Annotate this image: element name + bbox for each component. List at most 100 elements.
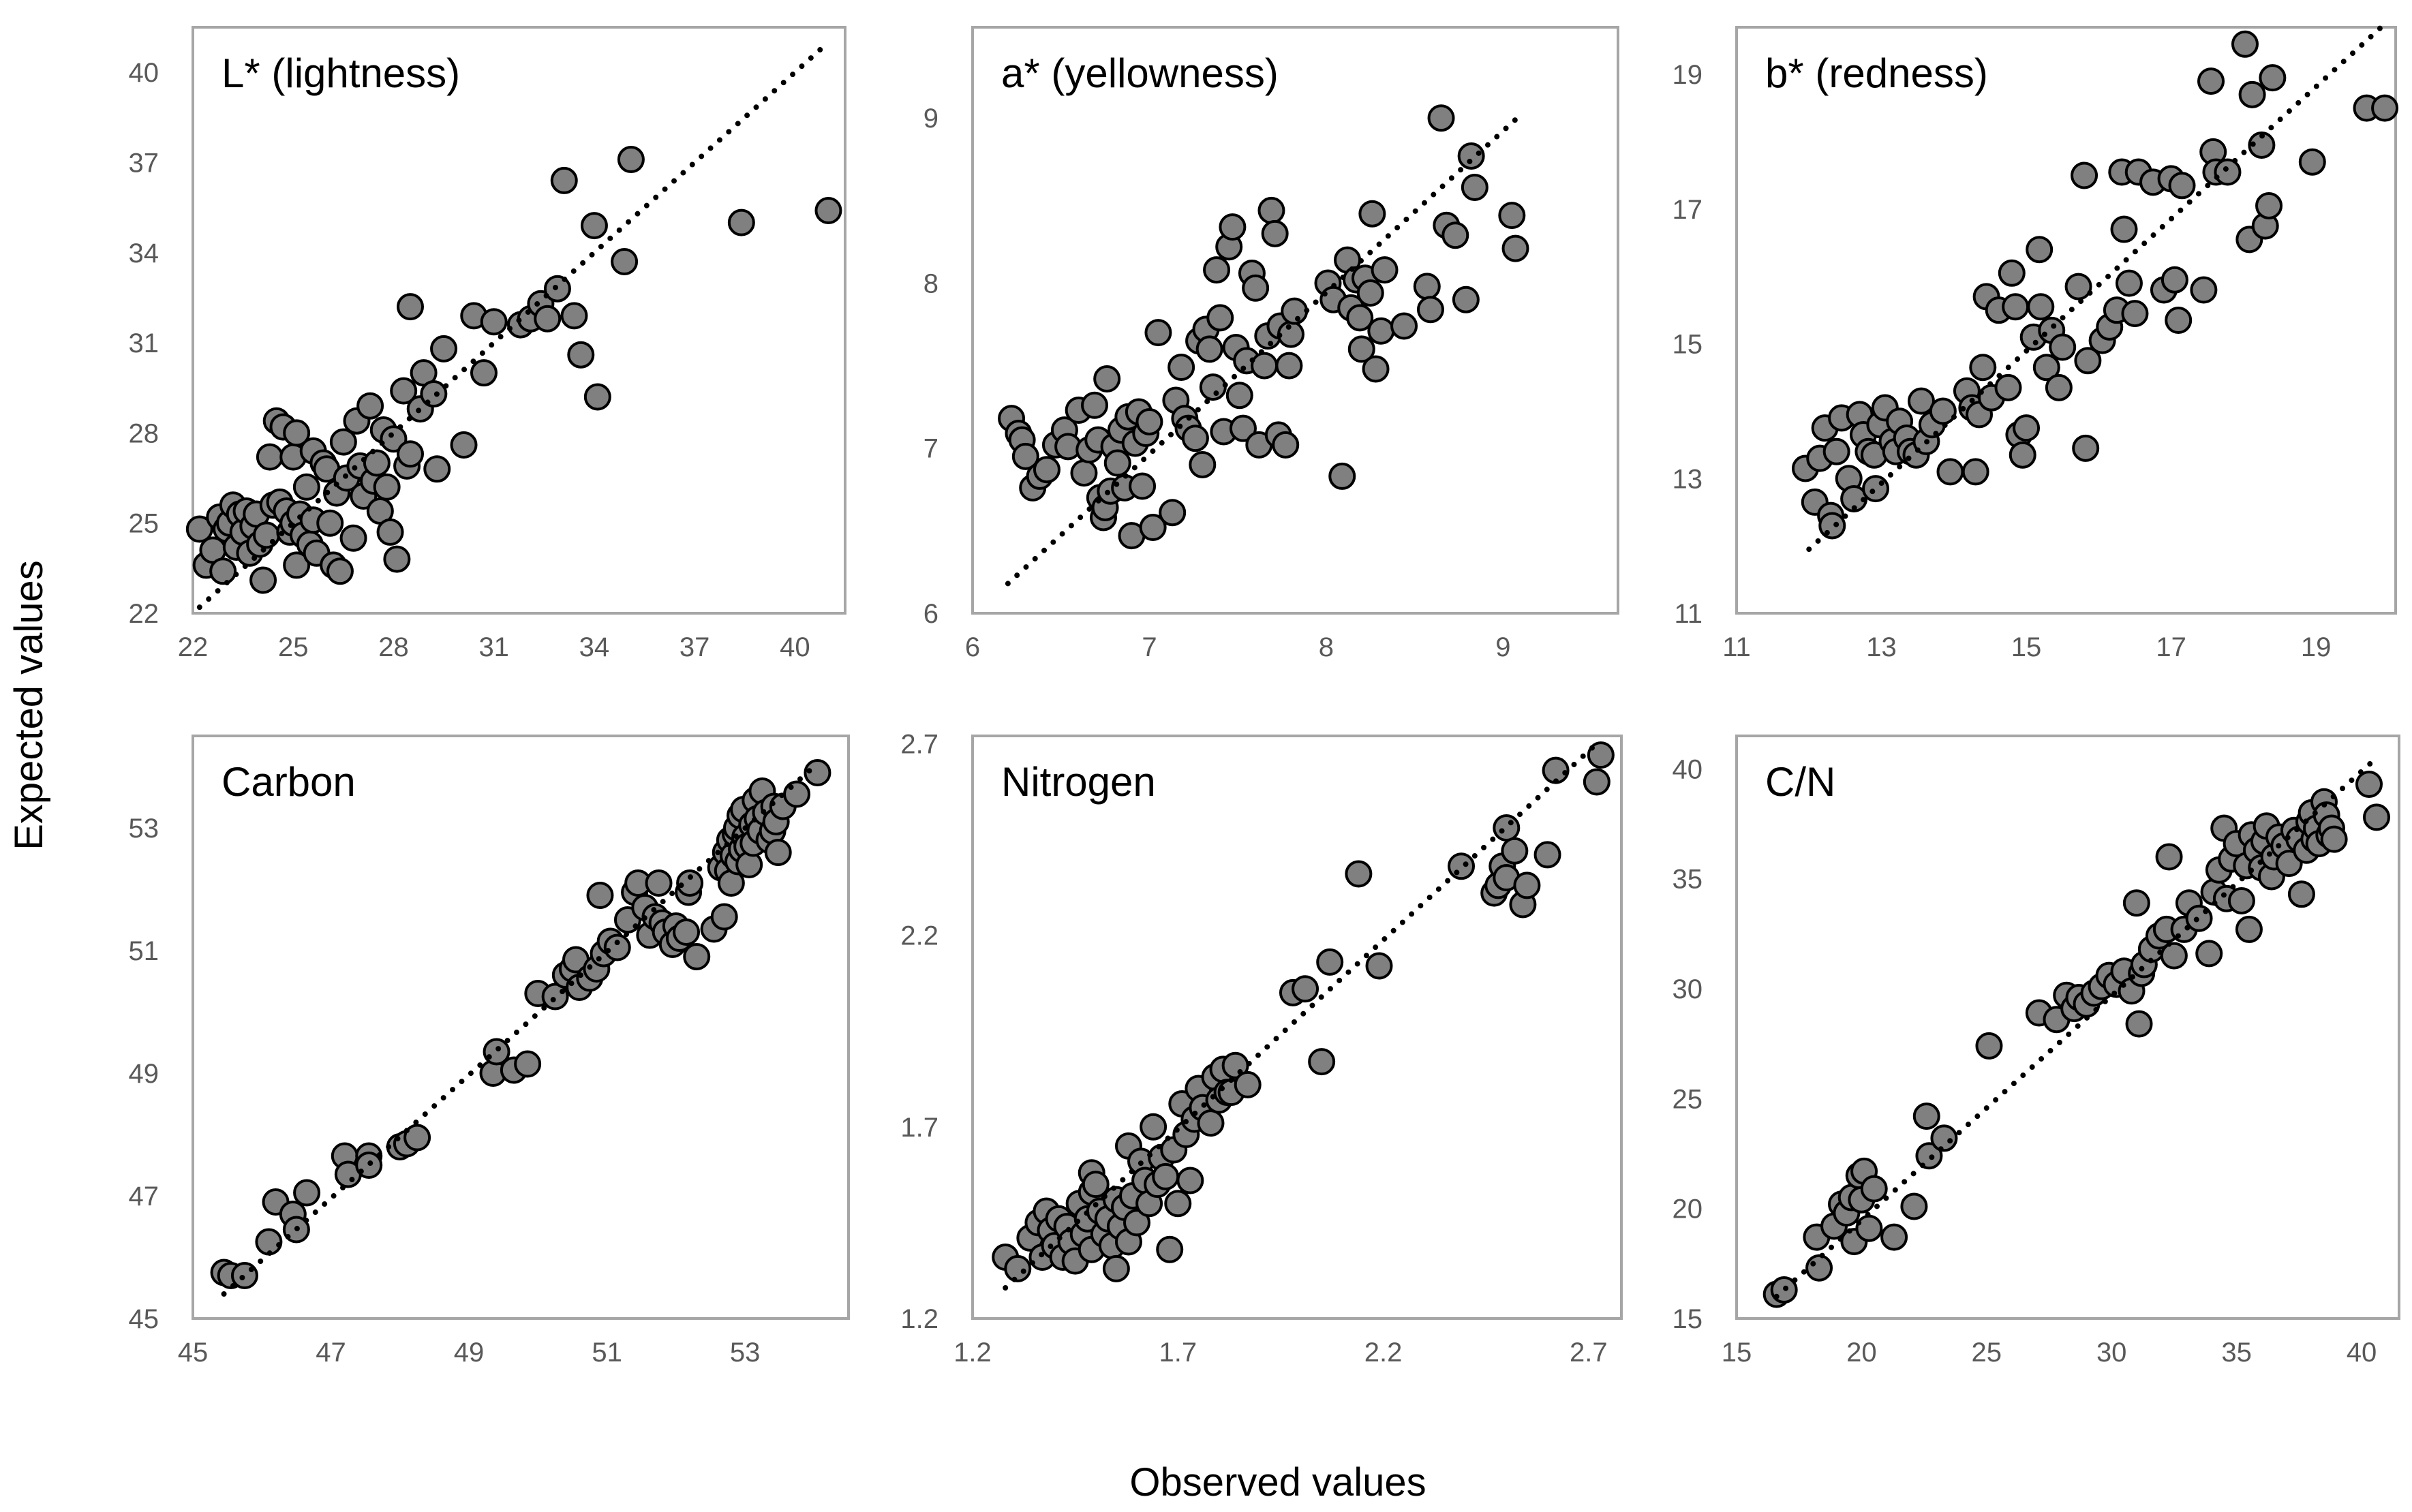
trendline (1773, 755, 2379, 1299)
data-point (2371, 94, 2399, 122)
panel-title: C/N (1765, 759, 1835, 805)
x-tick-label: 6 (965, 632, 980, 662)
y-axis-title: Expected values (7, 560, 51, 850)
y-tick-label: 49 (129, 1059, 159, 1089)
data-point (2155, 843, 2183, 871)
data-point (1261, 219, 1289, 247)
data-point (2013, 414, 2041, 442)
data-point (1912, 1102, 1940, 1130)
data-point (1189, 450, 1217, 478)
data-point (1219, 213, 1247, 241)
x-tick-label: 40 (2347, 1338, 2377, 1368)
data-point (1498, 202, 1526, 230)
data-point (1367, 317, 1395, 345)
data-point (1860, 1175, 1888, 1203)
data-point (1907, 387, 1935, 415)
data-point (1840, 484, 1868, 512)
data-point (1448, 852, 1476, 880)
data-point (1513, 871, 1541, 899)
data-point (2227, 886, 2255, 914)
y-tick-label: 2.7 (900, 729, 938, 759)
data-point (2049, 333, 2077, 361)
y-tick-label: 20 (1673, 1194, 1703, 1224)
y-tick-label: 30 (1673, 974, 1703, 1004)
x-tick-label: 2.7 (1570, 1338, 1608, 1368)
data-point (1345, 860, 1373, 888)
x-tick-label: 13 (1866, 632, 1897, 662)
x-tick-label: 37 (680, 632, 710, 662)
data-point (1493, 814, 1521, 842)
x-tick-label: 35 (2221, 1338, 2252, 1368)
data-point (2032, 354, 2060, 382)
data-point (1358, 200, 1386, 228)
data-point (1365, 952, 1393, 980)
data-point (430, 335, 458, 362)
data-point (1103, 449, 1131, 477)
data-point (2121, 300, 2149, 328)
data-point (603, 934, 631, 961)
data-point (1390, 312, 1418, 340)
y-tick-label: 15 (1673, 330, 1703, 360)
data-point (1416, 296, 1444, 324)
data-point (2231, 30, 2259, 58)
data-point (1033, 456, 1060, 484)
trendline (1005, 115, 1521, 587)
x-tick-label: 31 (478, 632, 509, 662)
x-tick-label: 15 (2011, 632, 2042, 662)
data-point (1461, 173, 1489, 201)
y-tick-label: 17 (1673, 195, 1703, 225)
data-point (1181, 425, 1209, 452)
data-point (2248, 131, 2276, 159)
x-tick-label: 30 (2096, 1338, 2127, 1368)
data-point (1093, 365, 1121, 392)
data-point (283, 419, 311, 447)
data-point (1135, 407, 1163, 435)
x-tick-label: 34 (579, 632, 610, 662)
data-point (1129, 472, 1157, 500)
data-point (2287, 880, 2315, 908)
data-point (230, 1262, 258, 1289)
data-point (676, 869, 704, 897)
data-point (390, 377, 418, 405)
data-point (2074, 347, 2102, 375)
data-point (1533, 841, 1561, 869)
x-tick-label: 2.2 (1364, 1338, 1403, 1368)
data-point (1427, 104, 1455, 132)
data-point (1203, 256, 1231, 284)
data-point (2072, 434, 2100, 462)
y-tick-label: 8 (923, 268, 938, 298)
data-point (470, 359, 498, 387)
data-point (383, 545, 411, 573)
data-point (293, 1179, 321, 1207)
data-point (727, 209, 755, 236)
y-tick-label: 51 (129, 936, 159, 966)
data-point (1197, 1109, 1225, 1137)
x-tick-label: 47 (316, 1338, 346, 1368)
data-point (209, 557, 237, 585)
data-point (1206, 304, 1234, 332)
y-tick-label: 19 (1673, 60, 1703, 90)
data-point (1501, 837, 1529, 865)
data-point (2161, 266, 2188, 294)
x-tick-label: 45 (178, 1338, 209, 1368)
x-tick-label: 19 (2301, 632, 2332, 662)
data-point (292, 473, 320, 501)
data-point (514, 1050, 542, 1078)
data-point (1152, 1162, 1180, 1190)
data-point (764, 839, 792, 866)
data-point (2160, 942, 2188, 970)
data-point (255, 1228, 283, 1256)
panel-carbon: 45 47 49 51 53 45 47 49 51 53 Carbon (129, 735, 850, 1368)
data-point (1195, 335, 1223, 363)
data-point (550, 166, 578, 194)
data-point (1004, 1254, 1032, 1282)
data-point (376, 518, 404, 546)
data-point (783, 780, 811, 808)
data-point (2165, 307, 2193, 334)
data-point (560, 302, 588, 330)
data-point (450, 431, 478, 459)
data-point (1862, 475, 1890, 503)
trendline (1003, 741, 1600, 1291)
data-point (1452, 286, 1480, 313)
panel-title: L* (lightness) (222, 50, 460, 96)
